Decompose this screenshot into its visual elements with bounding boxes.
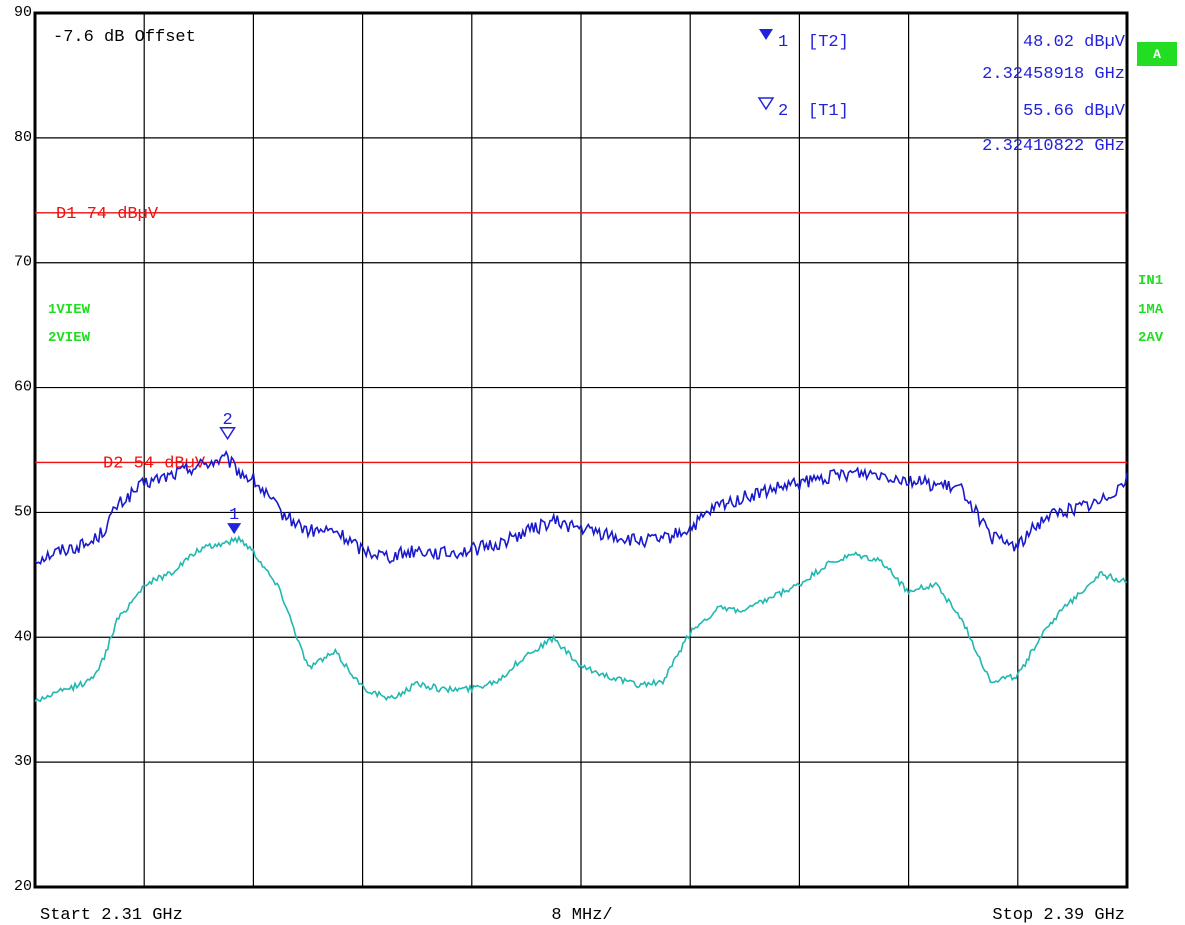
trace-2AV xyxy=(34,534,1128,703)
right-status-in1: IN1 xyxy=(1138,273,1163,289)
left-status-2view: 2VIEW xyxy=(48,330,91,346)
marker-symbols: 12 xyxy=(219,411,242,535)
right-status-1ma: 1MA xyxy=(1138,302,1164,318)
marker-2-trace: [T1] xyxy=(808,102,849,121)
marker-1-plot-label: 1 xyxy=(229,506,239,525)
left-status-1view: 1VIEW xyxy=(48,302,91,318)
marker-2-open-triangle-icon xyxy=(757,97,775,111)
marker-info-panel: 1 [T2] 48.02 dBµV 2.32458918 GHz 2 [T1] … xyxy=(757,29,1126,156)
status-badge-label: A xyxy=(1153,47,1161,62)
right-status-2av: 2AV xyxy=(1138,330,1164,346)
traces xyxy=(34,449,1128,703)
marker-2-frequency: 2.32410822 GHz xyxy=(982,137,1125,156)
limit-line-label: D1 74 dBµV xyxy=(56,205,159,224)
marker-2-plot-open-triangle-icon xyxy=(219,427,236,441)
marker-1-frequency: 2.32458918 GHz xyxy=(982,65,1125,84)
y-tick-label: 60 xyxy=(14,379,32,396)
span-per-division: 8 MHz/ xyxy=(551,906,612,925)
y-tick-label: 30 xyxy=(14,753,32,770)
marker-1-trace: [T2] xyxy=(808,33,849,52)
y-tick-label: 90 xyxy=(14,4,32,21)
stop-frequency: Stop 2.39 GHz xyxy=(992,906,1125,925)
marker-2-plot-label: 2 xyxy=(222,411,232,430)
y-tick-label: 40 xyxy=(14,628,32,645)
y-tick-label: 70 xyxy=(14,254,32,271)
marker-2-level: 55.66 dBµV xyxy=(1023,102,1126,121)
y-tick-label: 50 xyxy=(14,503,32,520)
marker-1-plot-filled-triangle-icon xyxy=(227,523,242,535)
plot-grid xyxy=(33,11,1129,889)
marker-1-id: 1 xyxy=(778,33,788,52)
y-tick-label: 80 xyxy=(14,129,32,146)
y-tick-label: 20 xyxy=(14,878,32,895)
trace-1MA xyxy=(34,449,1128,566)
marker-2-id: 2 xyxy=(778,102,788,121)
start-frequency: Start 2.31 GHz xyxy=(40,906,183,925)
marker-1-level: 48.02 dBµV xyxy=(1023,33,1126,52)
offset-label: -7.6 dB Offset xyxy=(53,28,196,47)
marker-1-filled-triangle-icon xyxy=(759,29,773,40)
status-badge xyxy=(1137,42,1177,66)
y-axis-labels: 20 30 40 50 60 70 80 90 xyxy=(14,4,32,895)
